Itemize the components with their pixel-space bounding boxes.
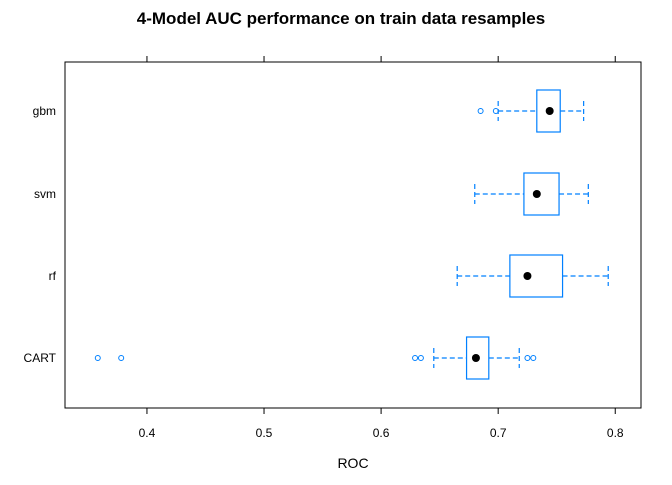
plot-frame [64, 61, 642, 409]
median-dot [545, 107, 554, 115]
box-rf [456, 254, 609, 298]
bottom-axis-ticks [146, 408, 616, 414]
outlier-point [492, 108, 499, 114]
box-cart [94, 336, 537, 380]
x-tick-label: 0.5 [256, 426, 273, 440]
category-label-svm: svm [34, 187, 56, 201]
category-label-gbm: gbm [33, 104, 56, 118]
outlier-point [118, 355, 125, 361]
x-tick-label: 0.6 [373, 426, 390, 440]
category-label-cart: CART [24, 351, 57, 365]
iqr-box [509, 254, 564, 298]
category-label-rf: rf [49, 269, 57, 283]
outlier-point [524, 355, 531, 361]
outlier-point [94, 355, 101, 361]
x-tick-label: 0.8 [607, 426, 624, 440]
x-tick-labels: 0.4 0.5 0.6 0.7 0.8 [139, 426, 624, 440]
box-plots [94, 89, 609, 380]
median-dot [523, 272, 532, 280]
median-dot [471, 354, 480, 362]
median-dot [532, 190, 541, 198]
box-gbm [477, 89, 585, 133]
outlier-point [530, 355, 537, 361]
top-axis-ticks [146, 56, 616, 62]
category-labels: gbm svm rf CART [24, 104, 57, 365]
outlier-point [412, 355, 419, 361]
iqr-box [465, 336, 490, 380]
iqr-box [523, 172, 560, 216]
outlier-point [477, 108, 484, 114]
x-tick-label: 0.4 [139, 426, 156, 440]
chart-title: 4-Model AUC performance on train data re… [137, 9, 545, 28]
box-svm [474, 172, 589, 216]
outlier-point [417, 355, 424, 361]
x-tick-label: 0.7 [490, 426, 507, 440]
x-axis-label: ROC [337, 455, 368, 471]
iqr-box [536, 89, 561, 133]
